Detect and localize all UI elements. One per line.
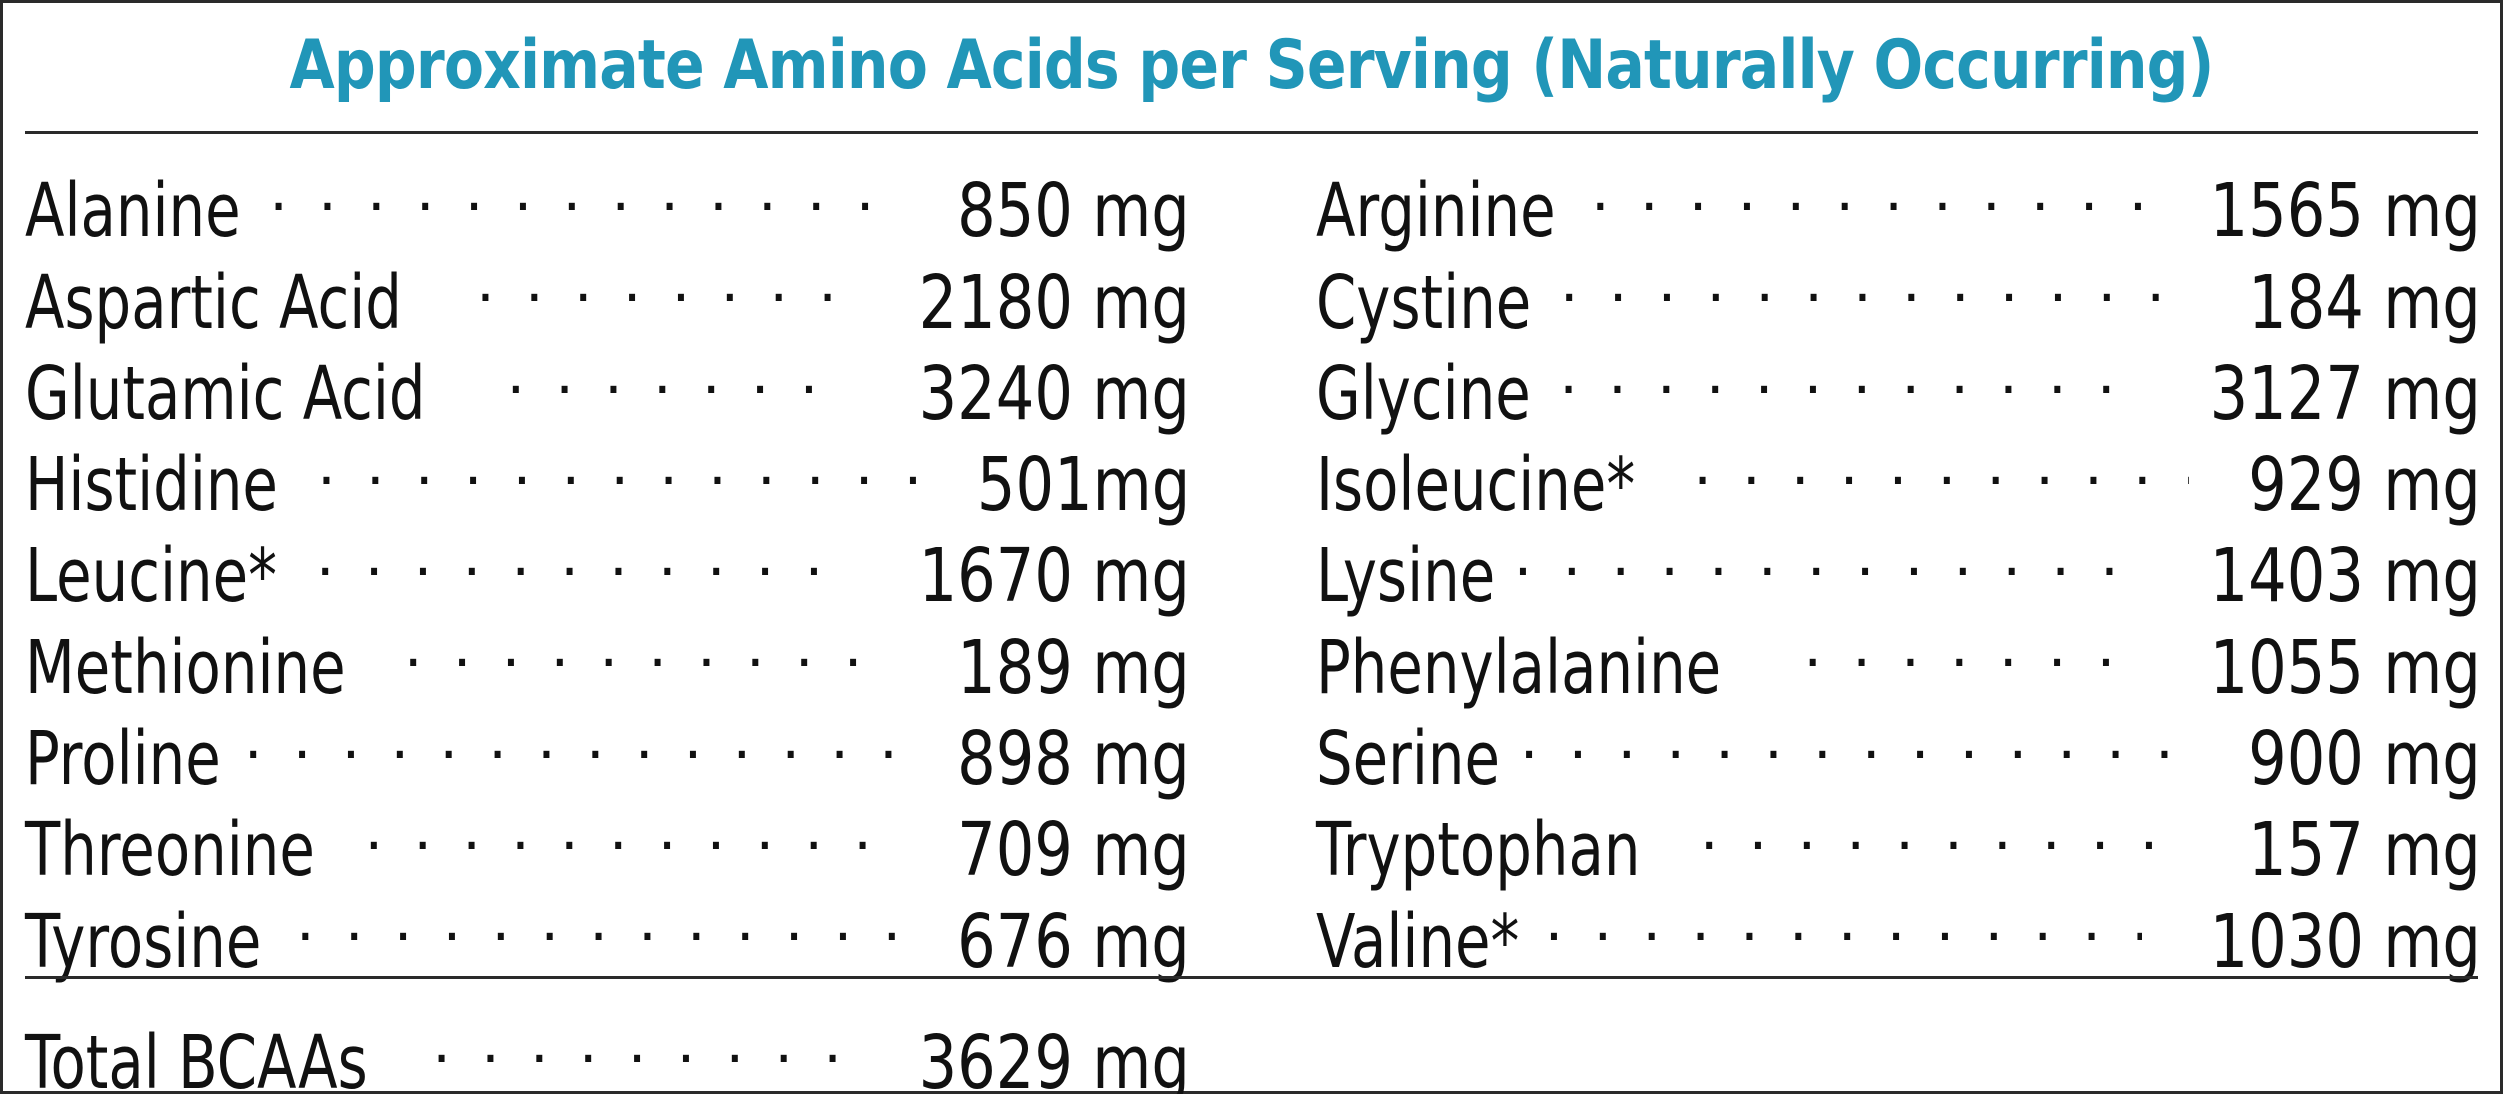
amino-name: Aspartic Acid xyxy=(25,259,402,346)
amino-row: Histidine 501mg xyxy=(25,419,1190,528)
total-amount: 3629 mg xyxy=(918,1020,1190,1094)
amino-row: Proline 898 mg xyxy=(25,693,1190,802)
amino-row: Serine 900 mg xyxy=(1316,693,2481,802)
dot-leader xyxy=(1514,510,2142,601)
amino-name: Threonine xyxy=(25,807,315,894)
amino-row: Cystine 184 mg xyxy=(1316,236,2481,345)
dot-leader xyxy=(1693,419,2189,510)
amino-name: Tyrosine xyxy=(25,898,262,985)
dot-leader xyxy=(1700,784,2189,875)
dot-leader xyxy=(432,997,851,1088)
amino-row: Threonine 709 mg xyxy=(25,784,1190,893)
amino-amount: 1565 mg xyxy=(2209,168,2481,255)
amino-row: Arginine 1565 mg xyxy=(1316,145,2481,254)
amino-amount: 929 mg xyxy=(2248,442,2481,529)
amino-amount: 3127 mg xyxy=(2209,350,2481,437)
top-divider xyxy=(25,131,2478,134)
dot-leader xyxy=(317,419,921,510)
amino-row: Alanine 850 mg xyxy=(25,145,1190,254)
amino-row: Lysine 1403 mg xyxy=(1316,510,2481,619)
amino-amount: 850 mg xyxy=(957,168,1190,255)
dot-leader xyxy=(476,236,851,327)
dot-leader xyxy=(404,601,898,692)
amino-amount: 189 mg xyxy=(957,624,1190,711)
amino-amount: 157 mg xyxy=(2248,807,2481,894)
right-column: Arginine 1565 mg Cystine 184 mg Glycine 312… xyxy=(1316,145,2481,985)
amino-amount: 501mg xyxy=(976,442,1190,529)
dot-leader xyxy=(316,510,851,601)
amino-row: Isoleucine*929 mg xyxy=(1316,419,2481,528)
dot-leader xyxy=(507,328,852,419)
amino-row: Glutamic Acid3240 mg xyxy=(25,328,1190,437)
amino-amount: 900 mg xyxy=(2248,716,2481,803)
amino-name: Valine* xyxy=(1316,898,1520,985)
amino-row: Tyrosine 676 mg xyxy=(25,875,1190,984)
dot-leader xyxy=(1591,145,2142,236)
amino-amount: 1670 mg xyxy=(918,533,1190,620)
bottom-divider xyxy=(25,976,2478,979)
amino-name: Leucine* xyxy=(25,533,277,620)
dot-leader xyxy=(269,145,898,236)
dot-leader xyxy=(1520,693,2189,784)
amino-name: Serine xyxy=(1316,716,1501,803)
amino-row: Valine* 1030 mg xyxy=(1316,875,2481,984)
dot-leader xyxy=(1545,875,2142,966)
panel-title: Approximate Amino Acids per Serving (Nat… xyxy=(289,26,2214,105)
amino-row: Tryptophan157 mg xyxy=(1316,784,2481,893)
dot-leader xyxy=(296,875,898,966)
amino-name: Glycine xyxy=(1316,350,1531,437)
dot-leader xyxy=(365,784,899,875)
amino-row: Glycine 3127 mg xyxy=(1316,328,2481,437)
dot-leader xyxy=(1803,601,2142,692)
dot-leader xyxy=(244,693,898,784)
amino-amount: 898 mg xyxy=(957,716,1190,803)
total-section: Total BCAAs 3629 mg xyxy=(25,997,1190,1094)
amino-amount: 1403 mg xyxy=(2209,533,2481,620)
amino-name: Alanine xyxy=(25,168,241,255)
left-column: Alanine 850 mg Aspartic Acid 2180 mg Gluta… xyxy=(25,145,1190,985)
amino-amount: 184 mg xyxy=(2248,259,2481,346)
total-label: Total BCAAs xyxy=(25,1020,368,1094)
amino-amount: 1055 mg xyxy=(2209,624,2481,711)
total-row: Total BCAAs 3629 mg xyxy=(25,997,1190,1094)
amino-amount: 709 mg xyxy=(957,807,1190,894)
amino-name: Cystine xyxy=(1316,259,1532,346)
dot-leader xyxy=(1559,328,2142,419)
amino-amount: 2180 mg xyxy=(918,259,1190,346)
amino-name: Proline xyxy=(25,716,221,803)
amino-row: Aspartic Acid 2180 mg xyxy=(25,236,1190,345)
amino-amount: 3240 mg xyxy=(918,350,1190,437)
amino-amount: 676 mg xyxy=(957,898,1190,985)
dot-leader xyxy=(1560,236,2189,327)
amino-name: Histidine xyxy=(25,442,278,529)
amino-amount: 1030 mg xyxy=(2209,898,2481,985)
amino-name: Lysine xyxy=(1316,533,1496,620)
amino-name: Arginine xyxy=(1316,168,1556,255)
amino-row: Leucine* 1670 mg xyxy=(25,510,1190,619)
